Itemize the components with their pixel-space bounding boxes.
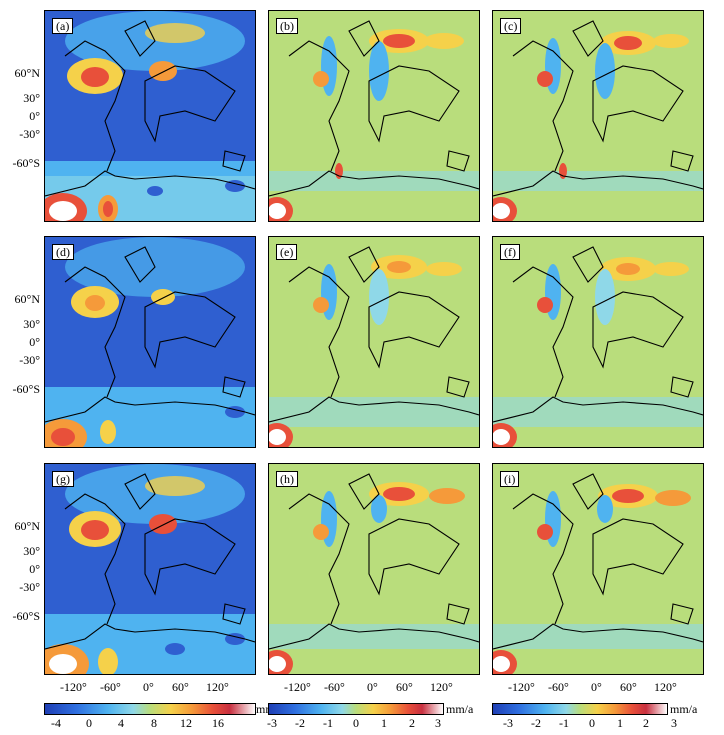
map-panel-h: (h) (268, 463, 480, 675)
lat-label: 30° (23, 317, 40, 331)
map-panel-c: (c) (492, 10, 704, 222)
lon-label: -120° (60, 680, 87, 694)
lat-label: -60°S (12, 156, 40, 170)
colorbar-narrow-2 (492, 703, 668, 715)
map-canvas (45, 11, 255, 221)
map-panel-i: (i) (492, 463, 704, 675)
colorbar-tick: -3 (267, 716, 277, 730)
lon-label: -120° (284, 680, 311, 694)
lat-label: 0° (29, 335, 40, 349)
lat-label: 30° (23, 544, 40, 558)
map-panel-f: (f) (492, 236, 704, 448)
map-panel-b: (b) (268, 10, 480, 222)
colorbar-tick: -1 (323, 716, 333, 730)
colorbar-tick: 0 (353, 716, 359, 730)
colorbar-unit: mm/a (446, 702, 474, 716)
panel-label: (i) (500, 471, 520, 487)
colorbar-tick: 2 (643, 716, 649, 730)
colorbar-tick: -1 (559, 716, 569, 730)
lon-label: 120° (654, 680, 677, 694)
lon-label: 120° (430, 680, 453, 694)
lon-label: -60° (100, 680, 121, 694)
map-canvas (269, 11, 479, 221)
colorbar-tick: 0 (589, 716, 595, 730)
colorbar-tick: 0 (86, 716, 92, 730)
colorbar-tick: -3 (503, 716, 513, 730)
map-canvas (493, 11, 703, 221)
colorbar-narrow-1 (268, 703, 444, 715)
lon-label: 0° (367, 680, 378, 694)
colorbar-tick: 1 (617, 716, 623, 730)
colorbar-tick: -2 (295, 716, 305, 730)
map-canvas (269, 237, 479, 447)
panel-label: (e) (276, 244, 298, 260)
lat-label: -60°S (12, 609, 40, 623)
colorbar-tick: 8 (151, 716, 157, 730)
map-canvas (269, 464, 479, 674)
colorbar-unit: mm/a (670, 702, 698, 716)
colorbar-tick: -4 (51, 716, 61, 730)
lon-label: 120° (206, 680, 229, 694)
colorbar-tick: 2 (409, 716, 415, 730)
lon-label: -120° (508, 680, 535, 694)
lat-label: -30° (19, 353, 40, 367)
lon-label: 60° (620, 680, 637, 694)
colorbar-tick: 3 (671, 716, 677, 730)
map-canvas (45, 464, 255, 674)
lat-label: -30° (19, 127, 40, 141)
colorbar-tick: 1 (381, 716, 387, 730)
panel-label: (a) (52, 18, 74, 34)
colorbar-tick: -2 (531, 716, 541, 730)
colorbar-tick: 4 (118, 716, 124, 730)
colorbar-tick: 16 (212, 716, 224, 730)
colorbar-tick: 12 (180, 716, 192, 730)
lon-label: -60° (548, 680, 569, 694)
map-canvas (45, 237, 255, 447)
lat-label: -30° (19, 580, 40, 594)
lat-label: 0° (29, 109, 40, 123)
lon-label: 0° (143, 680, 154, 694)
lon-label: 60° (172, 680, 189, 694)
lon-label: -60° (324, 680, 345, 694)
lat-label: 60°N (14, 66, 40, 80)
lat-label: -60°S (12, 382, 40, 396)
panel-label: (d) (52, 244, 74, 260)
lon-label: 0° (591, 680, 602, 694)
panel-label: (b) (276, 18, 298, 34)
map-canvas (493, 237, 703, 447)
panel-label: (c) (500, 18, 522, 34)
lat-label: 60°N (14, 519, 40, 533)
map-panel-e: (e) (268, 236, 480, 448)
panel-label: (h) (276, 471, 298, 487)
map-panel-a: (a) (44, 10, 256, 222)
lat-label: 0° (29, 562, 40, 576)
map-canvas (493, 464, 703, 674)
map-panel-g: (g) (44, 463, 256, 675)
lon-label: 60° (396, 680, 413, 694)
colorbar-tick: 3 (435, 716, 441, 730)
lat-label: 60°N (14, 292, 40, 306)
lat-label: 30° (23, 91, 40, 105)
map-panel-d: (d) (44, 236, 256, 448)
colorbar-wide (44, 703, 256, 715)
panel-label: (f) (500, 244, 520, 260)
panel-label: (g) (52, 471, 74, 487)
